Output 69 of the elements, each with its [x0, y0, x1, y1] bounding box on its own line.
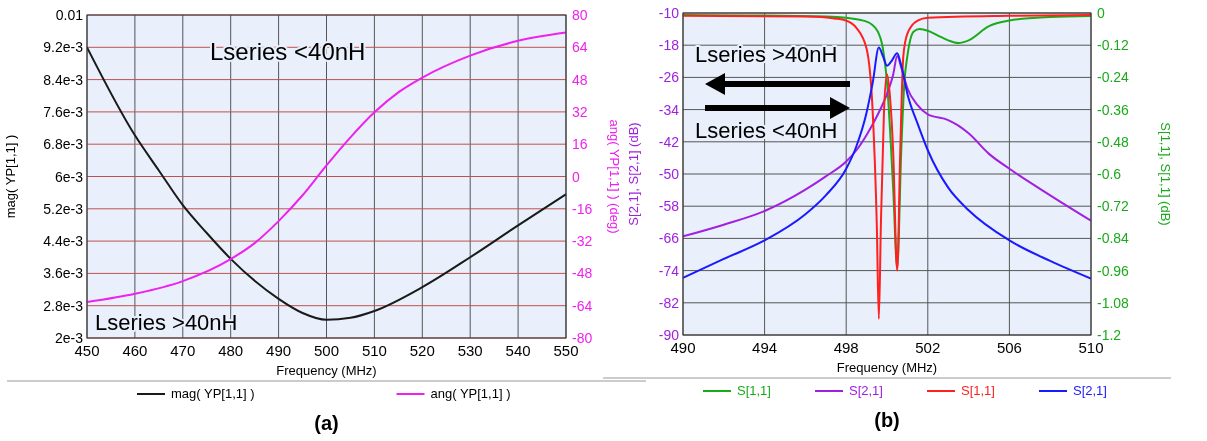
y2-tick-label: -16	[572, 200, 593, 217]
x-tick-label: 498	[833, 339, 859, 356]
y-tick-label: 7.6e-3	[43, 103, 84, 120]
y2-tick-label: -0.12	[1097, 37, 1130, 54]
y2-tick-label: -0.96	[1097, 262, 1130, 279]
legend-label: S[1,1]	[737, 383, 771, 398]
legend-label: mag( YP[1,1] )	[171, 386, 255, 401]
x-tick-label: 506	[996, 339, 1022, 356]
y2-tick-label: 0	[572, 168, 580, 185]
y2-tick-label: 64	[572, 39, 588, 56]
y2-tick-label: -0.24	[1097, 69, 1130, 86]
y-tick-label: 4.4e-3	[43, 233, 84, 250]
x-tick-label: 470	[170, 342, 196, 359]
text: (b)	[874, 409, 900, 431]
y2-tick-label: -64	[572, 297, 593, 314]
y-tick-label: -34	[658, 101, 680, 118]
x-axis-title: Frequency (MHz)	[836, 360, 938, 375]
y2-tick-label: -0.6	[1097, 166, 1122, 182]
y2-tick-label: -0.48	[1097, 133, 1130, 150]
y-tick-label: 9.2e-3	[43, 39, 84, 56]
y2-tick-label: -1.08	[1097, 294, 1130, 311]
y-tick-label: -10	[658, 5, 680, 21]
y-tick-label: -58	[658, 198, 680, 215]
y-tick-label: -26	[658, 69, 680, 86]
y-tick-label: -66	[658, 230, 680, 247]
y-tick-label: 2.8e-3	[43, 297, 84, 314]
x-tick-label: 460	[122, 342, 148, 359]
y2-tick-label: -48	[572, 265, 593, 282]
legend-label: S[2,1]	[849, 383, 883, 398]
y-tick-label: 5.2e-3	[43, 200, 84, 217]
x-tick-label: 510	[361, 342, 387, 359]
y-tick-label: 6e-3	[54, 168, 84, 185]
y2-tick-label: -0.72	[1097, 198, 1130, 215]
y-tick-label: -74	[658, 262, 680, 279]
x-tick-label: 494	[752, 339, 778, 356]
y-axis-title: S[2,1], S[2,1] (dB)	[626, 122, 641, 226]
line-series	[683, 46, 1091, 280]
y-tick-label: -42	[658, 133, 680, 150]
x-tick-label: 480	[218, 342, 244, 359]
y-tick-label: 0.01	[55, 7, 84, 23]
x-tick-label: 540	[505, 342, 531, 359]
y2-tick-label: 0	[1097, 5, 1105, 21]
legend-label: S[2,1]	[1073, 383, 1107, 398]
y2-tick-label: -0.84	[1097, 230, 1130, 247]
x-tick-label: 500	[313, 342, 340, 359]
text: (a)	[314, 412, 339, 434]
y2-axis-title: ang( YP[1,1] ) (deg)	[607, 119, 622, 234]
y-tick-label: -18	[658, 37, 680, 54]
y-tick-label: 6.8e-3	[43, 136, 84, 153]
legend-label: ang( YP[1,1] )	[430, 386, 511, 401]
y-tick-label: -50	[658, 166, 680, 182]
y2-tick-label: -0.36	[1097, 101, 1130, 118]
y-tick-label: 3.6e-3	[43, 265, 84, 282]
x-tick-label: 490	[266, 342, 292, 359]
y2-tick-label: 48	[572, 71, 588, 88]
y2-tick-label: 32	[572, 103, 588, 120]
y2-tick-label: 80	[572, 7, 588, 23]
y2-tick-label: 16	[572, 136, 588, 153]
x-tick-label: 502	[915, 339, 941, 356]
y2-tick-label: -32	[572, 233, 593, 250]
y-tick-label: -82	[658, 294, 680, 311]
y2-axis-title: S[1,1], S[1,1] (dB)	[1158, 122, 1173, 226]
legend-label: S[1,1]	[961, 383, 995, 398]
x-tick-label: 530	[457, 342, 483, 359]
x-tick-label: 520	[409, 342, 435, 359]
annotation: Lseries >40nH	[95, 310, 238, 335]
y-tick-label: 8.4e-3	[43, 71, 84, 88]
x-axis-title: Frequency (MHz)	[276, 363, 377, 378]
y-axis-title: mag( YP[1,1] )	[3, 134, 18, 219]
